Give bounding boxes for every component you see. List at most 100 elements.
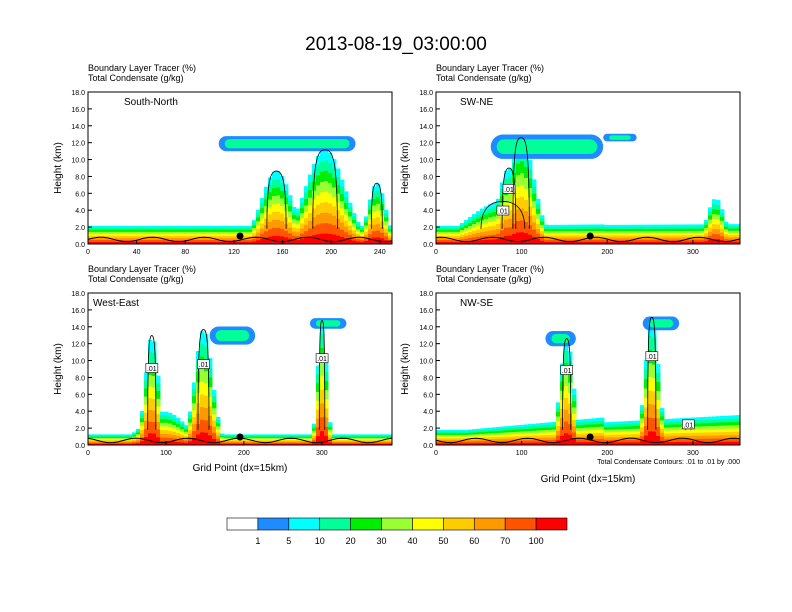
tracer-strip bbox=[660, 440, 665, 445]
tracer-strip bbox=[348, 443, 353, 445]
tracer-strip bbox=[256, 240, 261, 244]
tracer-strip bbox=[632, 442, 637, 445]
tracer-strip bbox=[484, 441, 489, 445]
tracer-strip bbox=[124, 241, 129, 244]
tracer-strip bbox=[556, 241, 561, 244]
anvil-inner bbox=[648, 319, 674, 328]
tracer-strip bbox=[436, 443, 441, 445]
tracer-strip bbox=[536, 442, 541, 445]
tracer-strip bbox=[616, 241, 621, 244]
tracer-strip bbox=[612, 439, 617, 445]
terrain-line bbox=[88, 236, 392, 243]
tracer-strip bbox=[312, 442, 317, 445]
tracer-strip bbox=[540, 442, 545, 445]
x-tick-label: 100 bbox=[516, 249, 528, 256]
x-axis-label: Grid Point (dx=15km) bbox=[541, 474, 636, 485]
tracer-strip bbox=[368, 239, 373, 244]
x-tick-label: 0 bbox=[434, 249, 438, 256]
y-tick-label: 12.0 bbox=[419, 342, 433, 349]
tracer-strip bbox=[540, 440, 545, 445]
tracer-strip bbox=[516, 221, 521, 244]
contour-label: .01 bbox=[647, 354, 657, 361]
tracer-strip bbox=[500, 442, 505, 445]
tracer-strip bbox=[176, 441, 181, 445]
tracer-strip bbox=[588, 239, 593, 244]
tracer-strip bbox=[148, 241, 153, 244]
tracer-strip bbox=[708, 235, 713, 244]
tracer-strip bbox=[200, 432, 205, 445]
tracer-strip bbox=[704, 441, 709, 445]
tracer-strip bbox=[652, 241, 657, 244]
tracer-strip bbox=[524, 232, 529, 244]
tracer-strip bbox=[564, 433, 569, 445]
contour-label: .01 bbox=[504, 187, 514, 194]
tracer-strip bbox=[108, 241, 113, 244]
tracer-strip bbox=[580, 442, 585, 445]
x-tick-label: 120 bbox=[228, 249, 240, 256]
tracer-strip bbox=[244, 241, 249, 244]
tracer-strip bbox=[168, 441, 173, 445]
panel-2-header-condensate: Total Condensate (g/kg) bbox=[436, 73, 532, 83]
tracer-strip bbox=[96, 241, 101, 244]
tracer-strip bbox=[328, 233, 333, 244]
colorbar-swatch bbox=[350, 517, 382, 531]
tracer-strip bbox=[700, 441, 705, 445]
tracer-strip bbox=[708, 239, 713, 244]
tracer-strip bbox=[184, 241, 189, 244]
tracer-strip bbox=[288, 233, 293, 244]
tracer-strip bbox=[648, 431, 653, 445]
panel-3-header-condensate: Total Condensate (g/kg) bbox=[88, 274, 184, 284]
tracer-strip bbox=[380, 443, 385, 445]
colorbar-label: 1 bbox=[255, 536, 260, 546]
x-tick-label: 200 bbox=[601, 249, 613, 256]
tracer-strip bbox=[448, 443, 453, 445]
tracer-strip bbox=[216, 241, 221, 244]
tracer-strip bbox=[632, 439, 637, 445]
tracer-strip bbox=[728, 438, 733, 445]
condensate-contours bbox=[236, 149, 383, 240]
contour-label-box bbox=[645, 351, 659, 361]
tracer-strip bbox=[132, 443, 137, 445]
tracer-strip bbox=[716, 441, 721, 445]
contour-label: .01 bbox=[199, 362, 209, 369]
contour-label: .01 bbox=[683, 422, 693, 429]
tracer-strip bbox=[560, 241, 565, 244]
tracer-strip bbox=[328, 223, 333, 244]
y-axis-label: Height (km) bbox=[400, 343, 411, 395]
colorbar-swatch bbox=[381, 517, 413, 531]
tracer-strip bbox=[184, 442, 189, 445]
contour-label: .01 bbox=[562, 368, 572, 375]
tracer-strip bbox=[544, 442, 549, 445]
contour-label-box bbox=[682, 419, 695, 430]
tracer-strip bbox=[288, 238, 293, 244]
tracer-strip bbox=[140, 241, 145, 244]
tracer-strip bbox=[504, 440, 509, 445]
tracer-strip bbox=[736, 441, 740, 445]
tracer-strip bbox=[132, 442, 137, 445]
tracer-strip bbox=[180, 442, 185, 445]
tracer-strip bbox=[280, 443, 285, 445]
tracer-strip bbox=[456, 443, 461, 445]
condensate-contours: .01 .01 bbox=[480, 137, 594, 240]
y-tick-label: 2.0 bbox=[75, 426, 85, 433]
tracer-strip bbox=[160, 241, 165, 244]
surface-marker bbox=[586, 433, 594, 441]
colorbar-swatch bbox=[257, 517, 290, 531]
y-tick-label: 6.0 bbox=[75, 392, 85, 399]
tracer-strip bbox=[572, 438, 577, 445]
anvil-inner bbox=[609, 135, 631, 140]
tracer-strip bbox=[692, 241, 697, 244]
tracer-strip bbox=[684, 441, 689, 445]
tracer-strip bbox=[120, 443, 125, 445]
x-axis-label: Grid Point (dx=15km) bbox=[193, 463, 288, 474]
tracer-strip bbox=[148, 421, 153, 445]
tracer-strip bbox=[492, 443, 497, 445]
tracer-strip bbox=[248, 443, 253, 445]
tracer-strip bbox=[552, 239, 557, 244]
tracer-strip bbox=[476, 240, 481, 244]
x-tick-label: 80 bbox=[181, 249, 189, 256]
colorbar-swatch bbox=[288, 517, 321, 531]
tracer-strip bbox=[688, 441, 693, 445]
y-axis-label: Height (km) bbox=[53, 343, 64, 395]
